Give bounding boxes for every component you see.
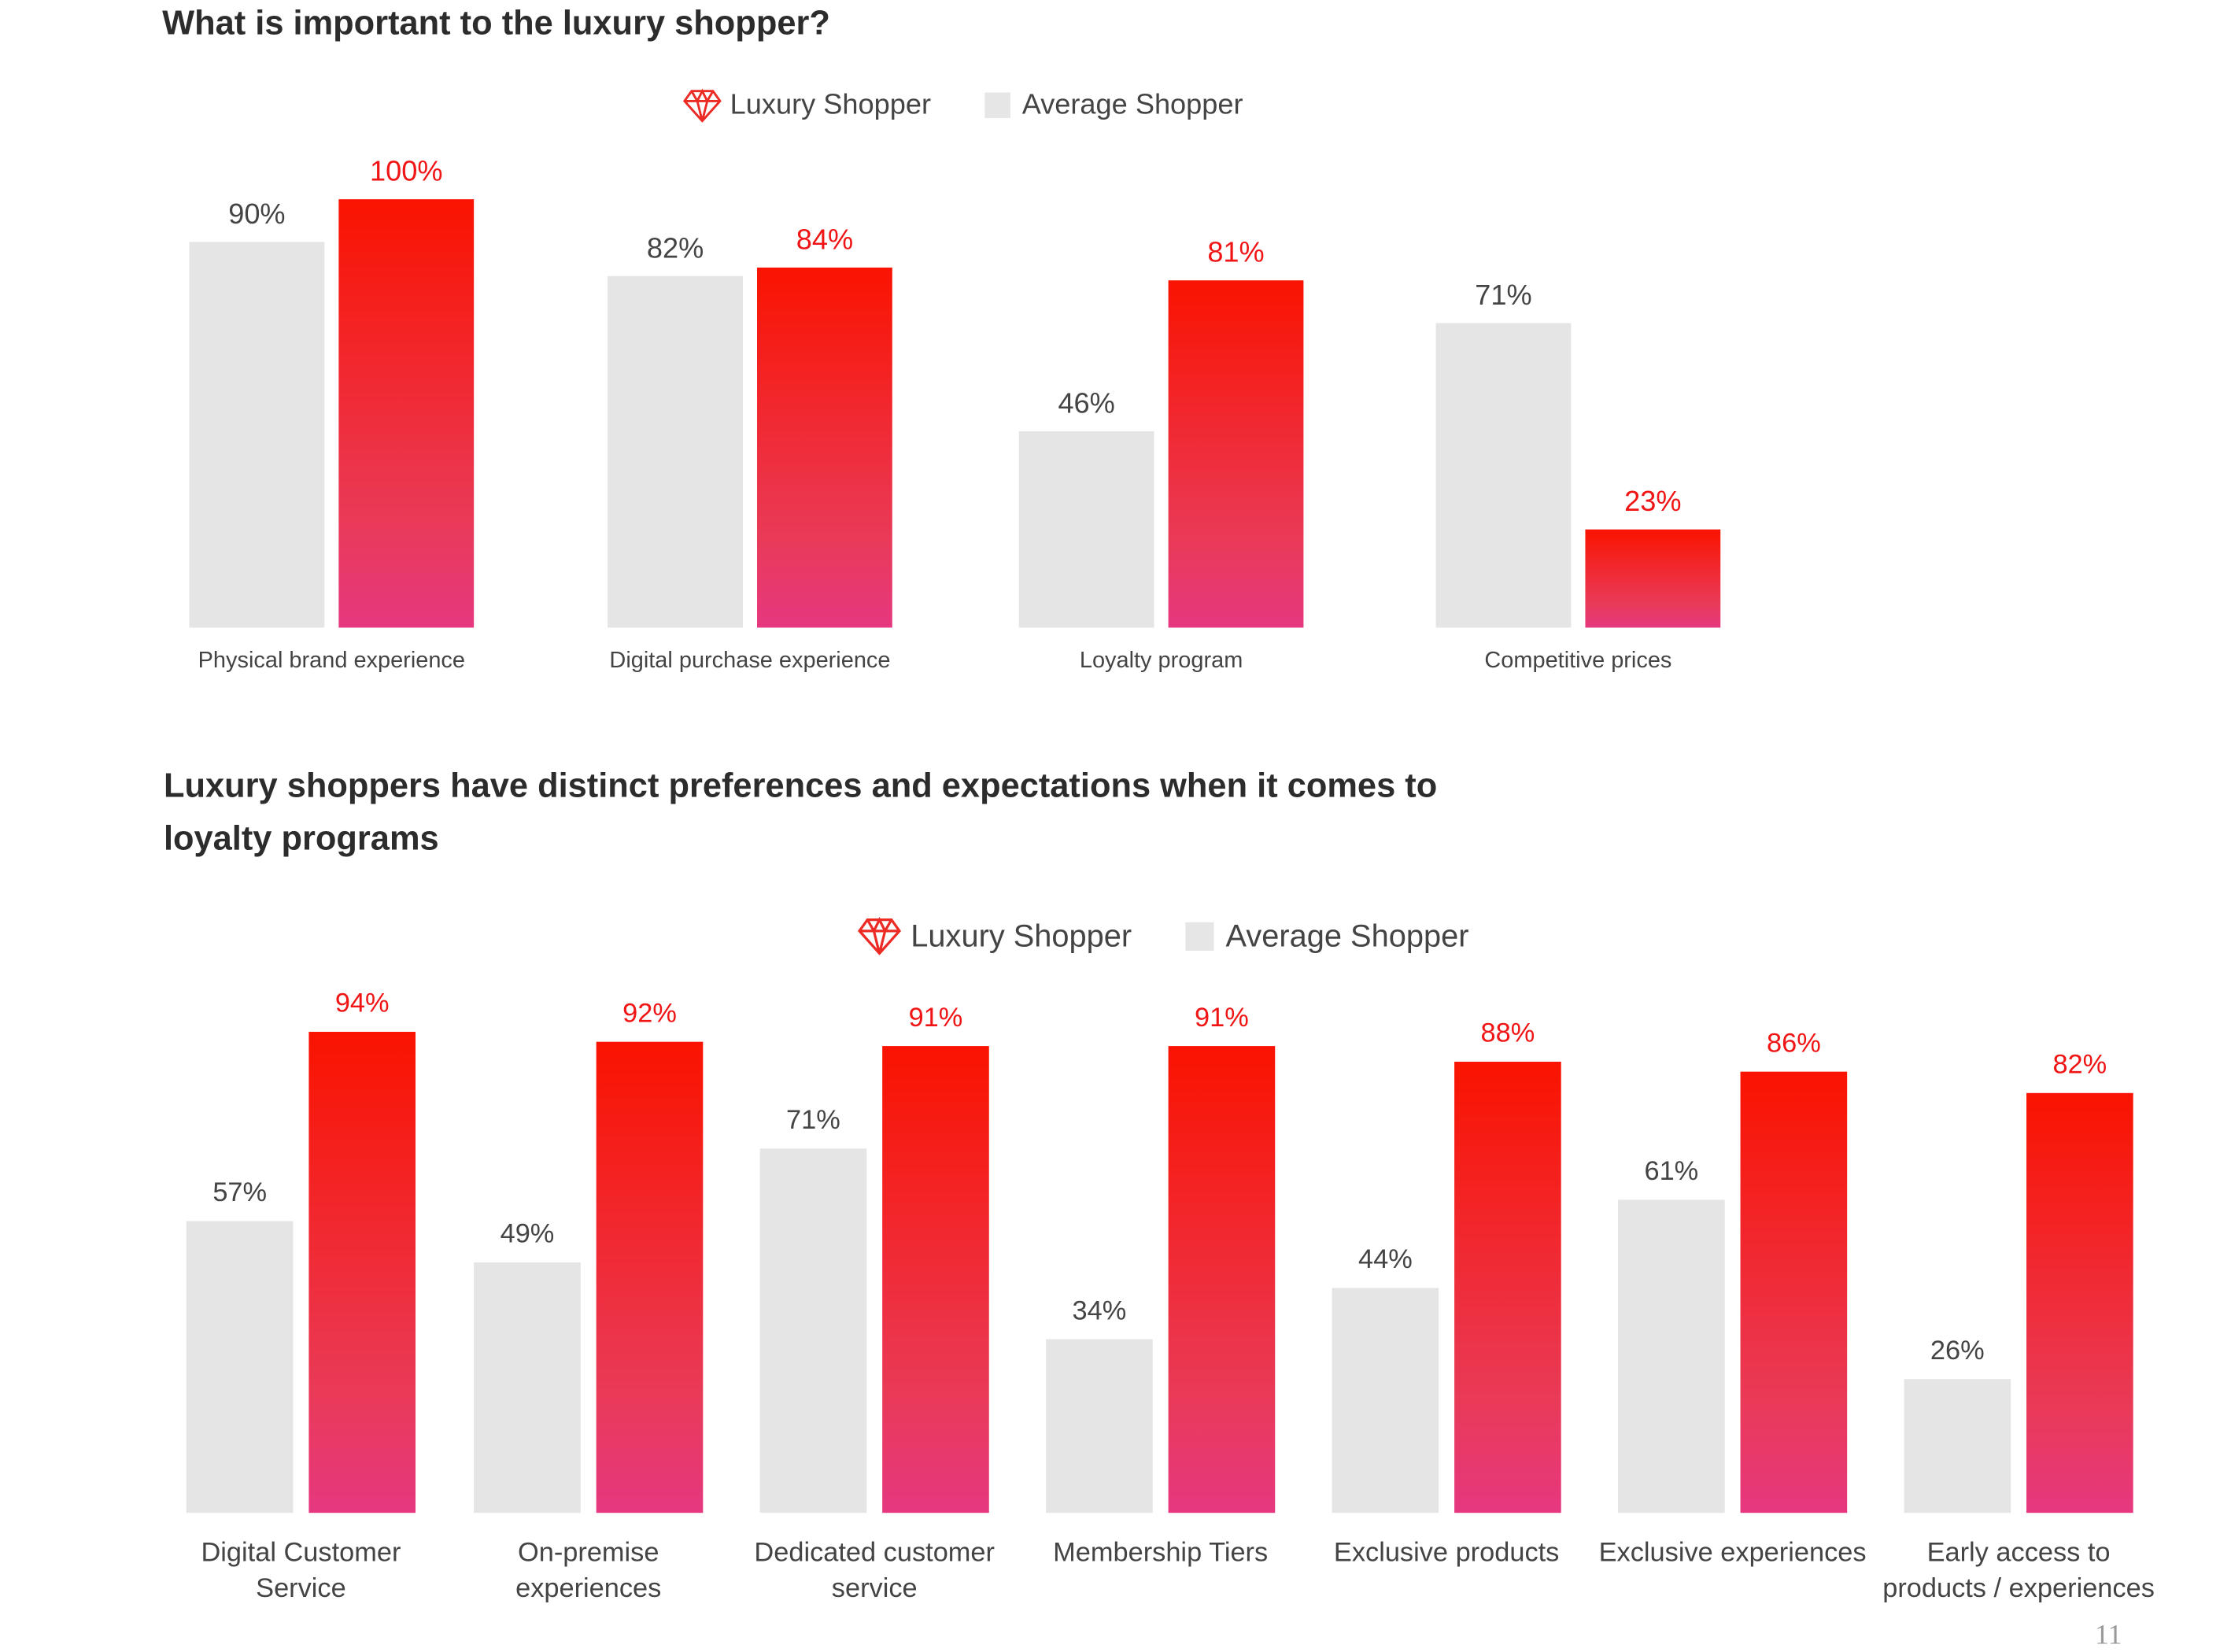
luxury-value-label: 92% [622, 999, 677, 1029]
luxury-value-label: 84% [796, 224, 854, 257]
legend-luxury-label: Luxury Shopper [911, 917, 1132, 953]
category-label: Exclusive experiences [1598, 1538, 1867, 1569]
luxury-bar [2026, 1092, 2133, 1513]
category-label: Membership Tiers [1053, 1538, 1269, 1569]
average-bar [608, 276, 743, 628]
average-value-label: 26% [1930, 1336, 1985, 1367]
average-value-label: 49% [500, 1218, 555, 1249]
category-label: Digital Customer Service [201, 1538, 401, 1604]
legend-average-label: Average Shopper [1021, 89, 1243, 120]
average-value-label: 71% [1475, 280, 1532, 312]
luxury-value-label: 86% [1766, 1029, 1821, 1060]
average-bar [1618, 1200, 1725, 1513]
average-value-label: 90% [228, 199, 286, 231]
average-bar [1904, 1379, 2011, 1513]
chart2-legend: Luxury Shopper Average Shopper [857, 916, 1524, 955]
diamond-icon [858, 916, 902, 955]
category-label: Loyalty program [1079, 649, 1243, 674]
luxury-bar [1168, 1046, 1276, 1513]
legend-average-label: Average Shopper [1225, 917, 1469, 953]
average-bar [474, 1262, 581, 1513]
chart1-title: What is important to the luxury shopper? [162, 4, 830, 43]
diamond-icon [682, 88, 722, 123]
average-value-label: 71% [786, 1106, 840, 1136]
luxury-value-label: 100% [370, 156, 443, 188]
category-label: Competitive prices [1484, 649, 1672, 674]
chart2-title: Luxury shoppers have distinct preference… [163, 767, 1438, 859]
chart1-legend: Luxury Shopper Average Shopper [682, 88, 1297, 123]
legend-average: Average Shopper [984, 89, 1243, 122]
luxury-value-label: 88% [1480, 1019, 1535, 1050]
gray-square-icon [984, 92, 1011, 119]
average-value-label: 34% [1072, 1295, 1127, 1326]
luxury-bar [308, 1031, 416, 1513]
legend-luxury: Luxury Shopper [682, 88, 931, 123]
category-label: Exclusive products [1333, 1538, 1560, 1569]
average-value-label: 57% [212, 1177, 268, 1208]
luxury-value-label: 81% [1207, 238, 1265, 270]
luxury-bar [1168, 280, 1304, 628]
page-number: 11 [2094, 1619, 2122, 1651]
luxury-bar [596, 1041, 704, 1513]
average-value-label: 44% [1357, 1244, 1413, 1275]
luxury-value-label: 82% [2052, 1050, 2107, 1081]
average-value-label: 61% [1644, 1157, 1699, 1188]
category-label: Physical brand experience [198, 649, 466, 674]
luxury-bar [338, 199, 475, 628]
legend-luxury-label: Luxury Shopper [730, 89, 931, 120]
average-bar [186, 1221, 294, 1513]
average-value-label: 82% [646, 233, 704, 265]
category-label: Dedicated customer service [754, 1538, 995, 1604]
average-bar [1332, 1287, 1439, 1513]
category-label: Early access to products / experiences [1882, 1538, 2155, 1604]
average-bar [1018, 431, 1154, 628]
luxury-bar [1454, 1062, 1561, 1513]
luxury-bar [882, 1046, 989, 1513]
average-bar [759, 1149, 867, 1513]
luxury-bar [1740, 1072, 1848, 1513]
average-bar [1435, 323, 1572, 628]
legend-luxury: Luxury Shopper [857, 916, 1132, 955]
luxury-bar [757, 268, 892, 628]
average-bar [189, 242, 325, 628]
category-label: Digital purchase experience [609, 649, 891, 674]
luxury-value-label: 91% [1195, 1003, 1249, 1034]
luxury-bar [1585, 529, 1721, 628]
luxury-value-label: 23% [1624, 486, 1682, 518]
average-bar [1046, 1338, 1153, 1513]
luxury-value-label: 91% [908, 1003, 963, 1034]
legend-average: Average Shopper [1185, 917, 1469, 954]
average-value-label: 46% [1058, 387, 1115, 419]
gray-square-icon [1185, 921, 1215, 951]
luxury-value-label: 94% [334, 989, 390, 1019]
category-label: On-premise experiences [515, 1538, 662, 1604]
